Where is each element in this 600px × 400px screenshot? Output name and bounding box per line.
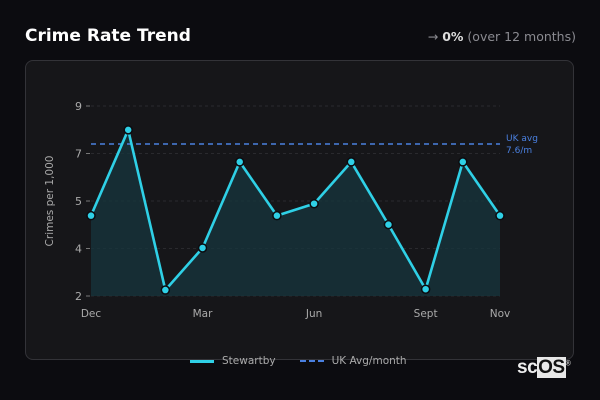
x-tick-label: Dec bbox=[81, 308, 102, 320]
y-axis-label: Crimes per 1,000 bbox=[44, 156, 56, 247]
scos-logo: scOS® bbox=[517, 357, 571, 378]
data-point bbox=[197, 243, 208, 253]
data-point bbox=[309, 198, 319, 209]
trend-summary: → 0% (over 12 months) bbox=[428, 29, 576, 44]
data-point bbox=[458, 157, 468, 167]
page-title: Crime Rate Trend bbox=[25, 26, 191, 46]
reference-label: UK avg bbox=[506, 134, 538, 144]
data-point bbox=[346, 157, 357, 167]
data-point bbox=[123, 125, 133, 135]
series-line bbox=[89, 128, 502, 292]
legend-swatch-solid bbox=[190, 359, 214, 363]
x-tick-label: Sept bbox=[414, 308, 438, 320]
x-tick-label: Mar bbox=[193, 308, 213, 320]
y-tick-label: 2 bbox=[75, 290, 82, 303]
y-tick-label: 5 bbox=[75, 195, 82, 208]
data-point bbox=[86, 210, 96, 221]
data-point bbox=[160, 285, 171, 295]
x-tick-label: Jun bbox=[305, 308, 322, 320]
data-point bbox=[495, 210, 505, 221]
data-point bbox=[272, 210, 282, 221]
legend-item-reference[interactable]: UK Avg/month bbox=[299, 355, 407, 367]
legend-item-series[interactable]: Stewartby bbox=[190, 355, 276, 367]
trend-arrow-icon: → bbox=[427, 29, 439, 44]
legend-label: Stewartby bbox=[222, 355, 276, 367]
x-tick-label: Nov bbox=[490, 308, 511, 320]
data-point bbox=[234, 157, 245, 167]
y-tick-label: 9 bbox=[75, 100, 82, 113]
legend-swatch-dashed bbox=[299, 360, 324, 362]
y-tick-label: 7 bbox=[75, 148, 82, 161]
reference-value-label: 7.6/m bbox=[506, 146, 532, 156]
legend-label: UK Avg/month bbox=[331, 355, 407, 367]
trend-value: 0% bbox=[442, 29, 464, 44]
series-area bbox=[91, 129, 500, 296]
y-tick-label: 4 bbox=[75, 243, 82, 256]
legend: Stewartby UK Avg/month bbox=[190, 355, 407, 367]
trend-period: (over 12 months) bbox=[467, 29, 576, 44]
data-point bbox=[383, 219, 394, 230]
data-point bbox=[420, 284, 431, 294]
